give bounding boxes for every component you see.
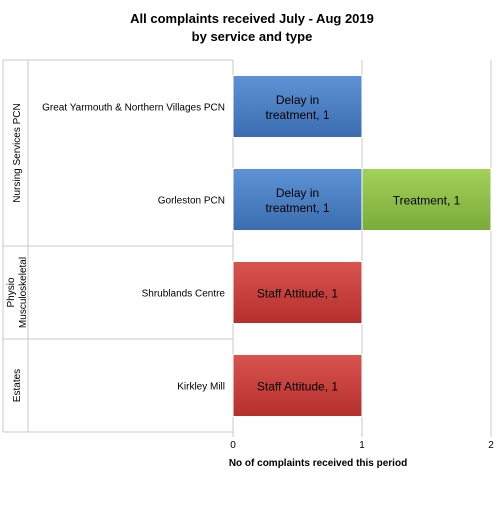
bar-segment — [232, 75, 363, 138]
bar-data-label: treatment, 1 — [265, 108, 329, 122]
bar-segment — [232, 354, 363, 417]
bar-data-label: Staff Attitude, 1 — [257, 287, 338, 301]
x-tick-label: 0 — [230, 440, 236, 451]
bar-segment — [232, 168, 363, 231]
group-label: Estates — [12, 369, 23, 402]
group-label: Musculoskeletal — [18, 257, 29, 328]
category-label: Gorleston PCN — [158, 196, 225, 207]
bar-data-label: Treatment, 1 — [393, 194, 461, 208]
chart-title-line-1: All complaints received July - Aug 2019 — [130, 11, 374, 26]
x-tick-label: 1 — [359, 440, 365, 451]
x-axis-title: No of complaints received this period — [229, 458, 407, 469]
chart-title-line-2: by service and type — [192, 29, 313, 44]
plot-area: 0 1 2 Nursing Services PCN Great Yarmouth & … — [2, 59, 494, 451]
bar-data-label: Delay in — [276, 93, 319, 107]
group-label: Nursing Services PCN — [12, 103, 23, 202]
x-tick-label: 2 — [488, 440, 494, 451]
category-label: Great Yarmouth & Northern Villages PCN — [42, 103, 225, 114]
bar-segment — [361, 168, 492, 231]
bar-data-label: Delay in — [276, 186, 319, 200]
category-label: Shrublands Centre — [142, 289, 226, 300]
category-label: Kirkley Mill — [177, 382, 225, 393]
bar-data-label: treatment, 1 — [265, 201, 329, 215]
group-label: Physio — [6, 277, 17, 307]
bar-segment — [232, 261, 363, 324]
bar-data-label: Staff Attitude, 1 — [257, 380, 338, 394]
